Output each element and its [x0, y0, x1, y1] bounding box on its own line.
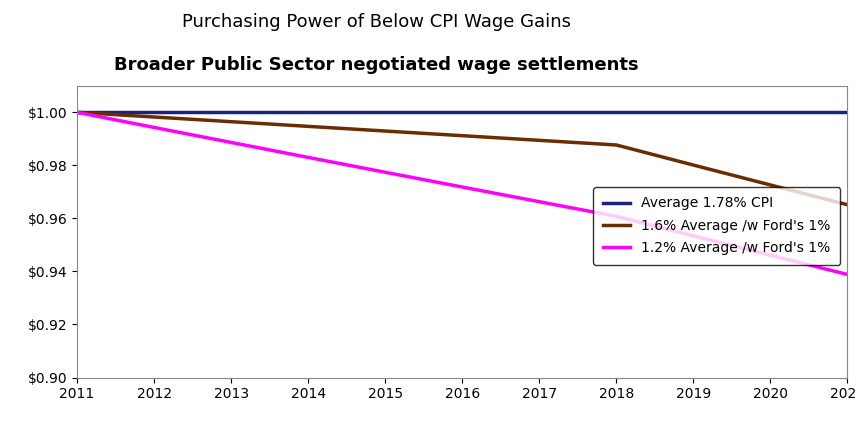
1.6% Average /w Ford's 1%: [534, 138, 544, 143]
1.6% Average /w Ford's 1%: [611, 142, 621, 148]
Line: 1.6% Average /w Ford's 1%: 1.6% Average /w Ford's 1%: [77, 112, 847, 205]
1.6% Average /w Ford's 1%: [457, 133, 467, 138]
Average 1.78% CPI: [380, 110, 390, 115]
1.6% Average /w Ford's 1%: [303, 124, 313, 129]
1.2% Average /w Ford's 1%: [534, 199, 544, 204]
Text: Purchasing Power of Below CPI Wage Gains: Purchasing Power of Below CPI Wage Gains: [182, 13, 571, 31]
1.6% Average /w Ford's 1%: [380, 128, 390, 133]
Average 1.78% CPI: [688, 110, 698, 115]
1.2% Average /w Ford's 1%: [149, 125, 159, 130]
1.2% Average /w Ford's 1%: [611, 214, 621, 219]
Average 1.78% CPI: [842, 110, 853, 115]
1.2% Average /w Ford's 1%: [72, 110, 82, 115]
Average 1.78% CPI: [765, 110, 776, 115]
1.6% Average /w Ford's 1%: [226, 119, 236, 124]
Average 1.78% CPI: [534, 110, 544, 115]
Average 1.78% CPI: [303, 110, 313, 115]
1.6% Average /w Ford's 1%: [149, 115, 159, 120]
Text: Broader Public Sector negotiated wage settlements: Broader Public Sector negotiated wage se…: [115, 56, 639, 74]
Average 1.78% CPI: [149, 110, 159, 115]
1.2% Average /w Ford's 1%: [457, 184, 467, 190]
1.2% Average /w Ford's 1%: [842, 272, 853, 277]
1.2% Average /w Ford's 1%: [303, 155, 313, 160]
1.2% Average /w Ford's 1%: [226, 140, 236, 145]
Average 1.78% CPI: [611, 110, 621, 115]
1.6% Average /w Ford's 1%: [765, 182, 776, 187]
1.6% Average /w Ford's 1%: [842, 202, 853, 207]
Line: 1.2% Average /w Ford's 1%: 1.2% Average /w Ford's 1%: [77, 112, 847, 275]
Legend: Average 1.78% CPI, 1.6% Average /w Ford's 1%, 1.2% Average /w Ford's 1%: Average 1.78% CPI, 1.6% Average /w Ford'…: [593, 187, 841, 265]
1.6% Average /w Ford's 1%: [688, 163, 698, 168]
1.2% Average /w Ford's 1%: [688, 233, 698, 239]
Average 1.78% CPI: [226, 110, 236, 115]
Average 1.78% CPI: [457, 110, 467, 115]
1.2% Average /w Ford's 1%: [765, 253, 776, 258]
1.2% Average /w Ford's 1%: [380, 170, 390, 175]
Average 1.78% CPI: [72, 110, 82, 115]
1.6% Average /w Ford's 1%: [72, 110, 82, 115]
